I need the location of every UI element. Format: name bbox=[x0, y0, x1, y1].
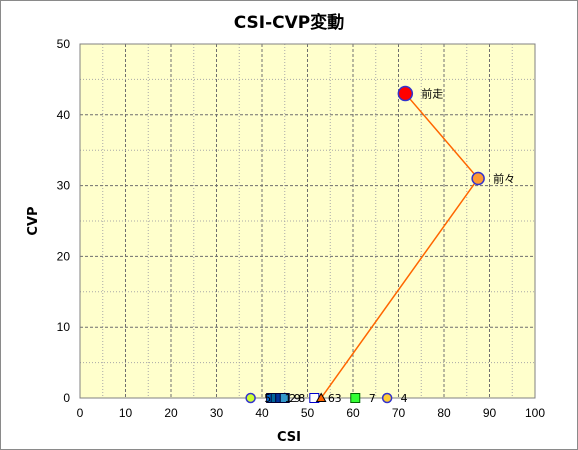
y-axis-title: CVP bbox=[26, 206, 41, 235]
data-point-label: 3 bbox=[335, 392, 342, 405]
y-tick-label: 10 bbox=[57, 320, 71, 334]
data-point-label: 前々 bbox=[493, 172, 515, 186]
data-point-label: 2 bbox=[289, 392, 296, 405]
x-tick-label: 0 bbox=[77, 406, 84, 420]
y-tick-label: 0 bbox=[63, 391, 70, 405]
data-point-label: 4 bbox=[401, 392, 408, 405]
grid-lines bbox=[79, 43, 536, 399]
data-point-marker bbox=[245, 392, 256, 404]
y-tick-label: 40 bbox=[57, 108, 71, 122]
x-tick-label: 70 bbox=[392, 406, 406, 420]
x-axis-ticks: 0 10 20 30 40 50 60 70 80 90 100 bbox=[77, 406, 546, 420]
x-tick-label: 100 bbox=[525, 406, 545, 420]
data-point-label: 7 bbox=[369, 392, 376, 405]
x-tick-label: 40 bbox=[255, 406, 269, 420]
data-point-label: 前走 bbox=[421, 87, 443, 101]
x-tick-label: 20 bbox=[164, 406, 178, 420]
data-point-label: 8 bbox=[298, 392, 305, 405]
data-point-marker bbox=[279, 393, 290, 403]
x-axis-title: CSI bbox=[277, 430, 301, 445]
data-points bbox=[245, 85, 485, 404]
y-tick-label: 30 bbox=[57, 179, 71, 193]
x-tick-label: 60 bbox=[346, 406, 360, 420]
data-point-label: 6 bbox=[328, 392, 335, 405]
plot-border bbox=[79, 43, 536, 399]
data-point-marker bbox=[381, 392, 393, 404]
y-tick-label: 20 bbox=[57, 249, 71, 263]
data-point-marker bbox=[350, 393, 361, 403]
data-point-marker bbox=[397, 85, 414, 102]
data-point-label: 5 bbox=[264, 392, 271, 405]
y-axis-ticks: 0 10 20 30 40 50 bbox=[57, 37, 71, 405]
x-tick-label: 30 bbox=[210, 406, 224, 420]
data-point-marker bbox=[315, 392, 327, 402]
x-tick-label: 50 bbox=[301, 406, 315, 420]
x-tick-label: 80 bbox=[437, 406, 451, 420]
data-point-marker bbox=[471, 171, 485, 186]
chart-title: CSI-CVP変動 bbox=[234, 12, 345, 33]
x-tick-label: 10 bbox=[119, 406, 133, 420]
x-tick-label: 90 bbox=[483, 406, 497, 420]
y-tick-label: 50 bbox=[57, 37, 71, 51]
data-point-label: 1 bbox=[285, 392, 292, 405]
data-point-label: 9 bbox=[294, 392, 301, 405]
